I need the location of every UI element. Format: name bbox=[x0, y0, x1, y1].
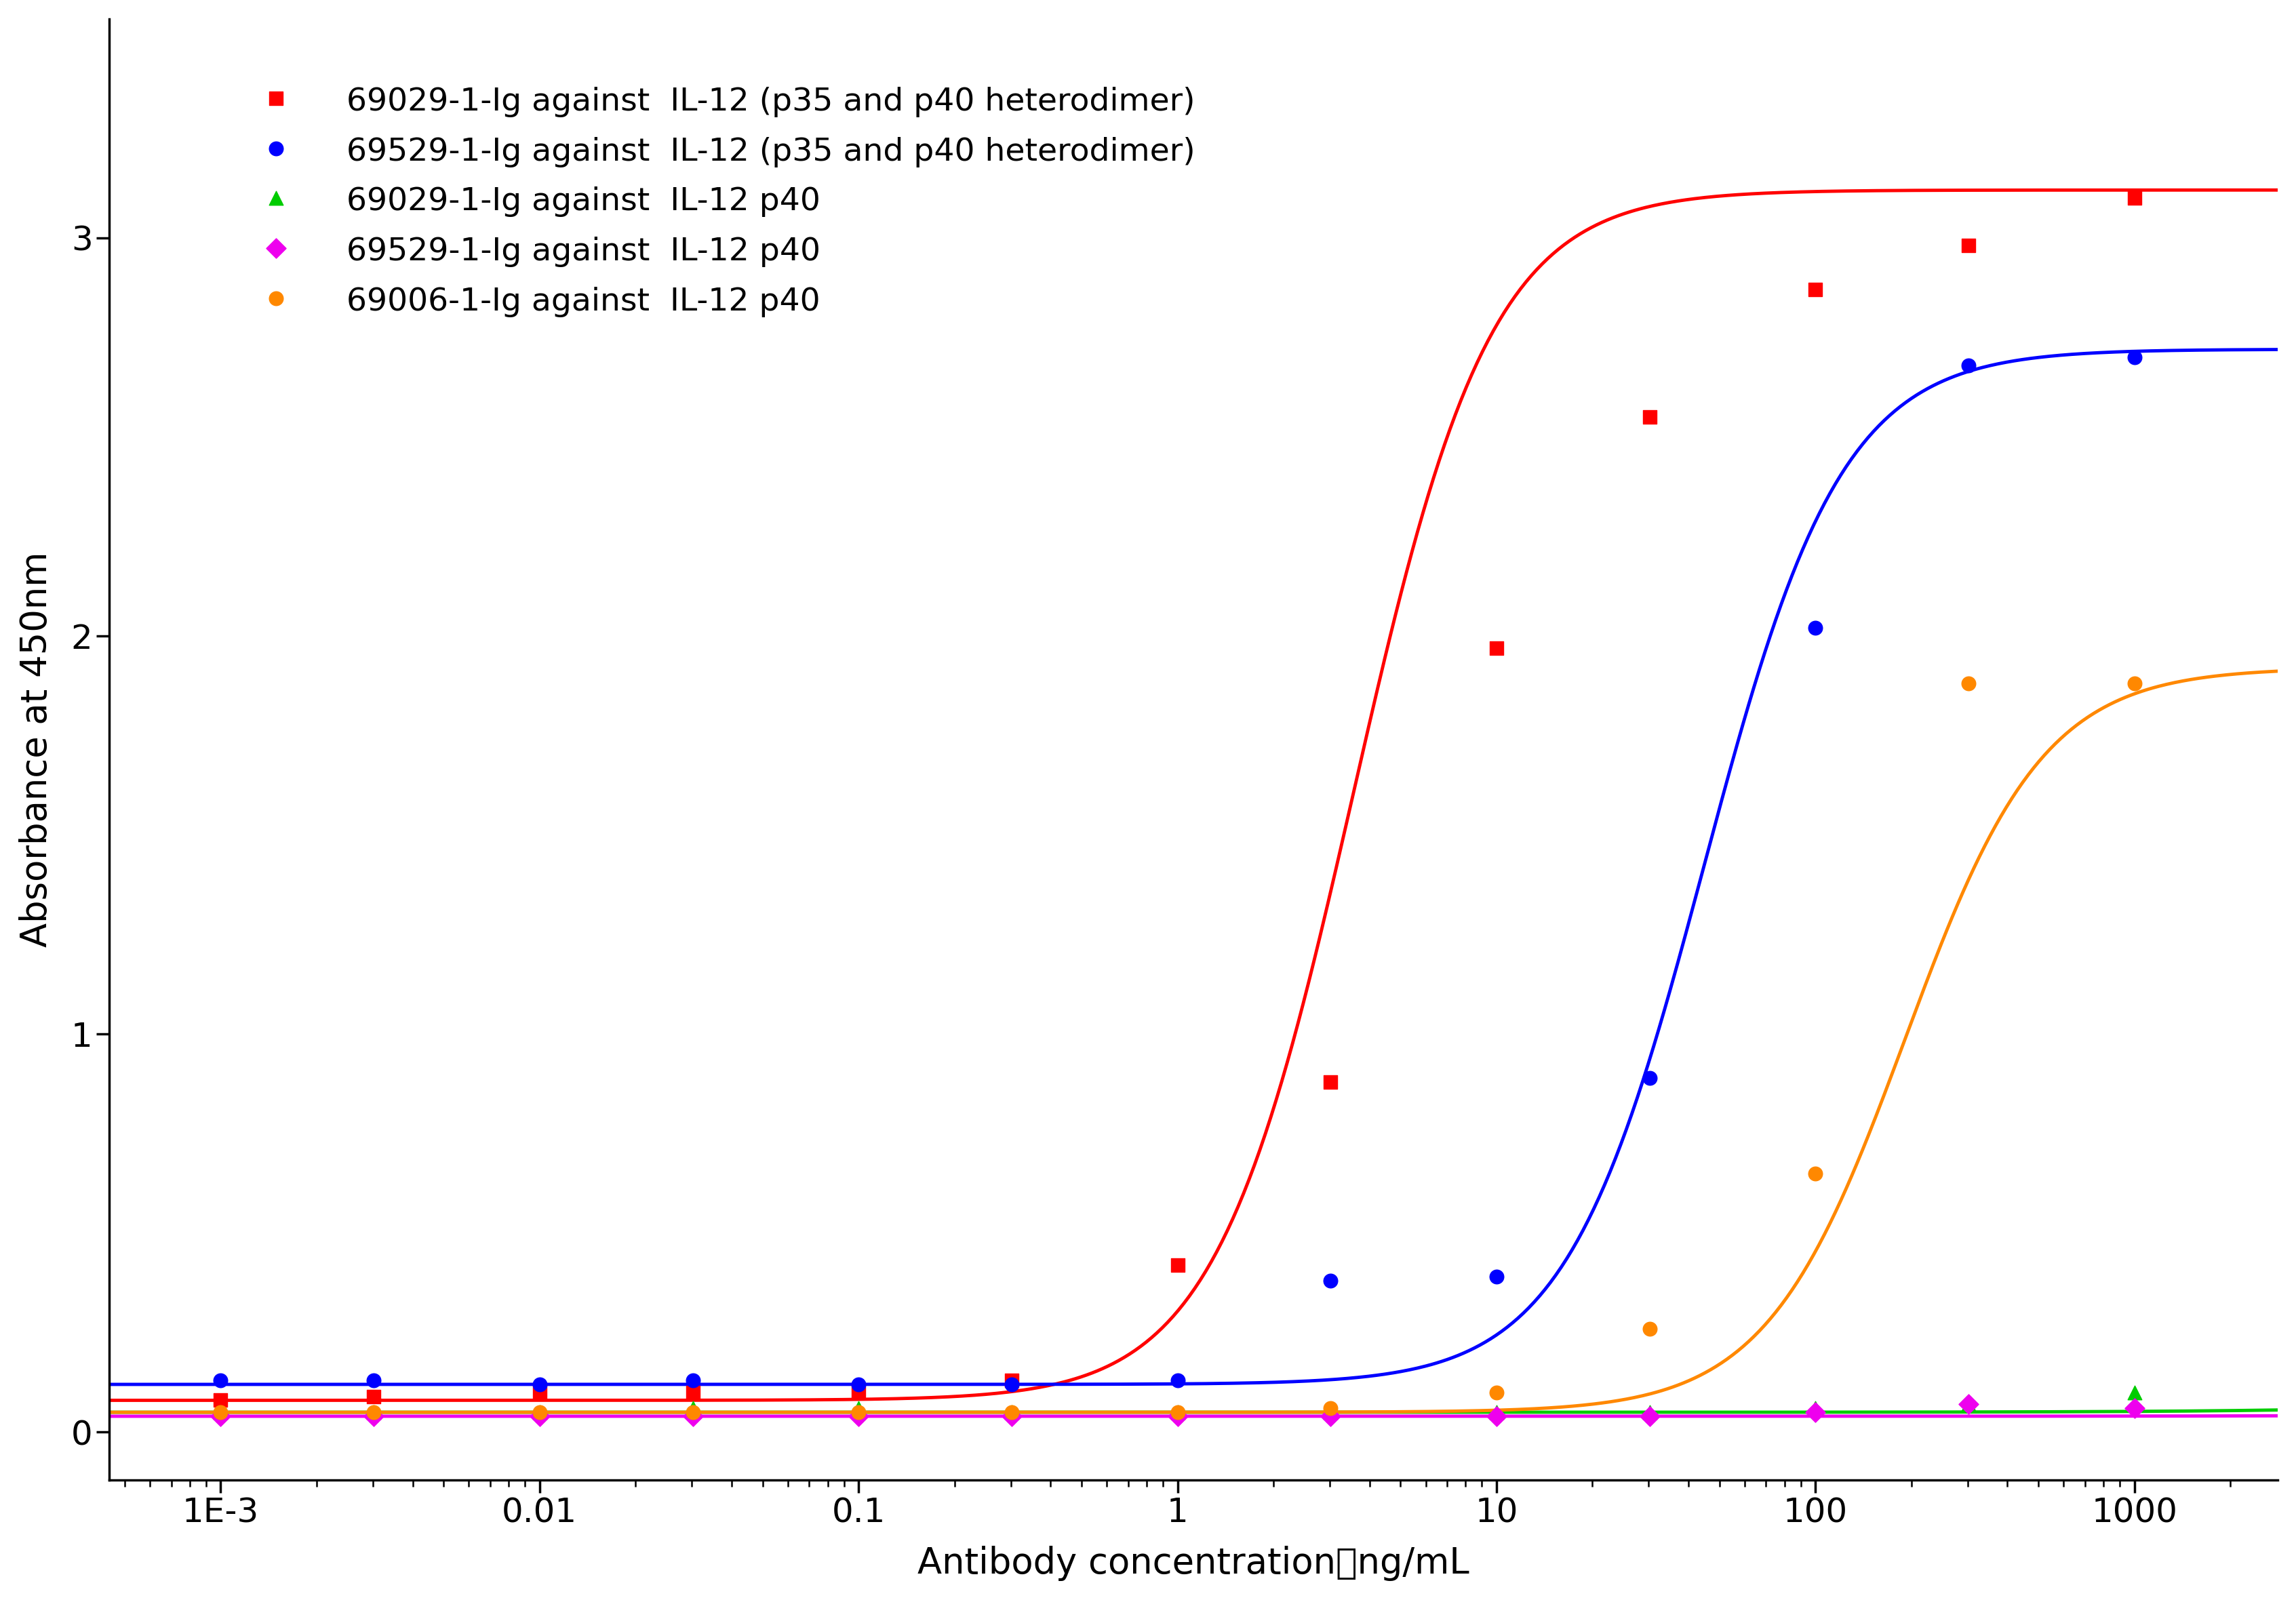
69529-1-Ig against  IL-12 (p35 and p40 heterodimer) bbox=[1159, 1368, 1196, 1394]
69006-1-Ig against  IL-12 p40 bbox=[1949, 670, 1986, 696]
69029-1-Ig against  IL-12 (p35 and p40 heterodimer) bbox=[2115, 186, 2151, 211]
69029-1-Ig against  IL-12 (p35 and p40 heterodimer) bbox=[356, 1384, 393, 1410]
69006-1-Ig against  IL-12 p40 bbox=[1159, 1400, 1196, 1426]
69529-1-Ig against  IL-12 (p35 and p40 heterodimer) bbox=[1949, 352, 1986, 378]
69029-1-Ig against  IL-12 (p35 and p40 heterodimer) bbox=[1311, 1069, 1348, 1094]
69529-1-Ig against  IL-12 p40 bbox=[1479, 1403, 1515, 1429]
69029-1-Ig against  IL-12 p40 bbox=[992, 1400, 1029, 1426]
69029-1-Ig against  IL-12 p40 bbox=[675, 1395, 712, 1421]
69029-1-Ig against  IL-12 (p35 and p40 heterodimer) bbox=[1795, 277, 1832, 302]
69529-1-Ig against  IL-12 p40 bbox=[1795, 1400, 1832, 1426]
69029-1-Ig against  IL-12 (p35 and p40 heterodimer) bbox=[675, 1379, 712, 1405]
69006-1-Ig against  IL-12 p40 bbox=[356, 1400, 393, 1426]
69029-1-Ig against  IL-12 (p35 and p40 heterodimer) bbox=[840, 1379, 877, 1405]
69529-1-Ig against  IL-12 p40 bbox=[1630, 1403, 1667, 1429]
69029-1-Ig against  IL-12 p40 bbox=[521, 1400, 558, 1426]
69006-1-Ig against  IL-12 p40 bbox=[1479, 1379, 1515, 1405]
69529-1-Ig against  IL-12 p40 bbox=[1311, 1403, 1348, 1429]
69006-1-Ig against  IL-12 p40 bbox=[675, 1400, 712, 1426]
69029-1-Ig against  IL-12 p40 bbox=[202, 1400, 239, 1426]
69006-1-Ig against  IL-12 p40 bbox=[202, 1400, 239, 1426]
X-axis label: Antibody concentration，ng/mL: Antibody concentration，ng/mL bbox=[918, 1546, 1469, 1581]
69006-1-Ig against  IL-12 p40 bbox=[840, 1400, 877, 1426]
69029-1-Ig against  IL-12 (p35 and p40 heterodimer) bbox=[202, 1387, 239, 1413]
69029-1-Ig against  IL-12 p40 bbox=[1159, 1400, 1196, 1426]
69529-1-Ig against  IL-12 p40 bbox=[2115, 1395, 2151, 1421]
69529-1-Ig against  IL-12 (p35 and p40 heterodimer) bbox=[356, 1368, 393, 1394]
69029-1-Ig against  IL-12 (p35 and p40 heterodimer) bbox=[1630, 405, 1667, 430]
69529-1-Ig against  IL-12 (p35 and p40 heterodimer) bbox=[840, 1371, 877, 1397]
69029-1-Ig against  IL-12 (p35 and p40 heterodimer) bbox=[992, 1368, 1029, 1394]
69529-1-Ig against  IL-12 p40 bbox=[840, 1403, 877, 1429]
69529-1-Ig against  IL-12 (p35 and p40 heterodimer) bbox=[2115, 344, 2151, 370]
69006-1-Ig against  IL-12 p40 bbox=[521, 1400, 558, 1426]
69029-1-Ig against  IL-12 p40 bbox=[2115, 1379, 2151, 1405]
69029-1-Ig against  IL-12 p40 bbox=[1311, 1400, 1348, 1426]
69029-1-Ig against  IL-12 p40 bbox=[840, 1395, 877, 1421]
69029-1-Ig against  IL-12 p40 bbox=[1949, 1392, 1986, 1418]
69029-1-Ig against  IL-12 p40 bbox=[356, 1400, 393, 1426]
69006-1-Ig against  IL-12 p40 bbox=[992, 1400, 1029, 1426]
69529-1-Ig against  IL-12 (p35 and p40 heterodimer) bbox=[675, 1368, 712, 1394]
69529-1-Ig against  IL-12 (p35 and p40 heterodimer) bbox=[1795, 614, 1832, 640]
69029-1-Ig against  IL-12 (p35 and p40 heterodimer) bbox=[1159, 1253, 1196, 1278]
69529-1-Ig against  IL-12 p40 bbox=[675, 1403, 712, 1429]
69029-1-Ig against  IL-12 p40 bbox=[1795, 1395, 1832, 1421]
69529-1-Ig against  IL-12 p40 bbox=[992, 1403, 1029, 1429]
69006-1-Ig against  IL-12 p40 bbox=[1311, 1395, 1348, 1421]
69529-1-Ig against  IL-12 (p35 and p40 heterodimer) bbox=[521, 1371, 558, 1397]
69529-1-Ig against  IL-12 p40 bbox=[1159, 1403, 1196, 1429]
69029-1-Ig against  IL-12 p40 bbox=[1630, 1400, 1667, 1426]
69029-1-Ig against  IL-12 (p35 and p40 heterodimer) bbox=[521, 1379, 558, 1405]
69529-1-Ig against  IL-12 p40 bbox=[1949, 1392, 1986, 1418]
69029-1-Ig against  IL-12 (p35 and p40 heterodimer) bbox=[1479, 635, 1515, 661]
69529-1-Ig against  IL-12 (p35 and p40 heterodimer) bbox=[1479, 1264, 1515, 1290]
69006-1-Ig against  IL-12 p40 bbox=[1795, 1160, 1832, 1186]
69029-1-Ig against  IL-12 (p35 and p40 heterodimer) bbox=[1949, 234, 1986, 259]
69029-1-Ig against  IL-12 p40 bbox=[1479, 1400, 1515, 1426]
69006-1-Ig against  IL-12 p40 bbox=[2115, 670, 2151, 696]
69529-1-Ig against  IL-12 p40 bbox=[356, 1403, 393, 1429]
69006-1-Ig against  IL-12 p40 bbox=[1630, 1315, 1667, 1341]
69529-1-Ig against  IL-12 (p35 and p40 heterodimer) bbox=[1311, 1269, 1348, 1294]
69529-1-Ig against  IL-12 (p35 and p40 heterodimer) bbox=[1630, 1066, 1667, 1091]
69529-1-Ig against  IL-12 p40 bbox=[202, 1403, 239, 1429]
Y-axis label: Absorbance at 450nm: Absorbance at 450nm bbox=[18, 552, 55, 947]
Legend: 69029-1-Ig against  IL-12 (p35 and p40 heterodimer), 69529-1-Ig against  IL-12 (: 69029-1-Ig against IL-12 (p35 and p40 he… bbox=[211, 64, 1215, 336]
69529-1-Ig against  IL-12 (p35 and p40 heterodimer) bbox=[992, 1371, 1029, 1397]
69529-1-Ig against  IL-12 p40 bbox=[521, 1403, 558, 1429]
69529-1-Ig against  IL-12 (p35 and p40 heterodimer) bbox=[202, 1368, 239, 1394]
